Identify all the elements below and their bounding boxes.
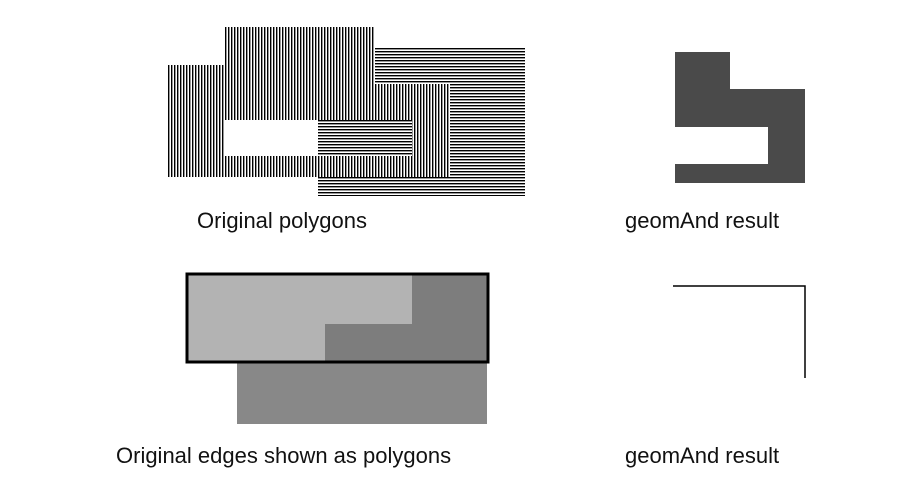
caption-geomand-result-top: geomAnd result	[625, 208, 780, 233]
light-gray-region	[188, 275, 412, 362]
thick-outline-rectangle	[185, 272, 490, 364]
caption-original-edges: Original edges shown as polygons	[116, 443, 452, 468]
lower-gray-rectangle	[237, 362, 487, 424]
caption-original-polygons: Original polygons	[197, 208, 367, 233]
caption-geomand-result-bottom: geomAnd result	[625, 443, 780, 468]
geomand-result-shape	[675, 52, 805, 183]
geomand-edge-result	[673, 285, 806, 378]
overlap-region	[320, 120, 412, 156]
mid-gray-region	[325, 275, 487, 362]
original-polygons-figure	[168, 27, 525, 196]
original-edges-figure	[185, 272, 490, 424]
